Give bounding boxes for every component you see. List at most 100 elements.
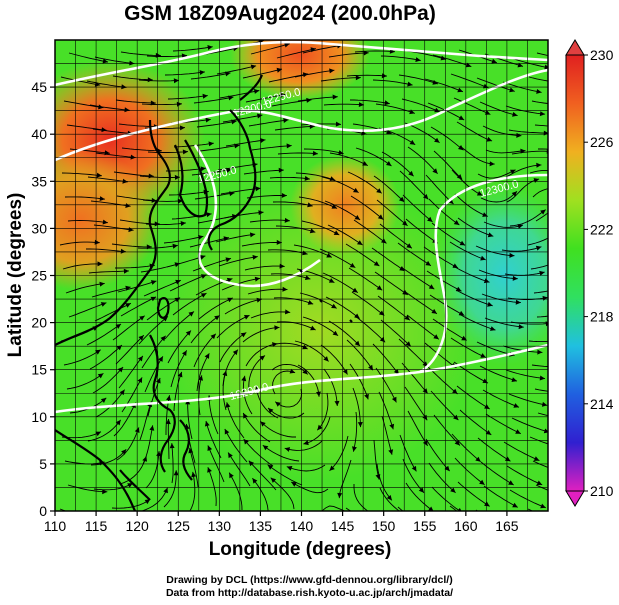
streamline-arrow: [198, 235, 204, 240]
colorbar-tick-label: 214: [590, 396, 614, 412]
streamline-arrow: [225, 402, 231, 408]
streamline: [531, 364, 548, 367]
streamline: [67, 220, 108, 224]
streamline: [193, 333, 217, 368]
streamline: [274, 125, 315, 131]
streamline-arrow: [512, 111, 518, 117]
streamline: [218, 256, 258, 267]
streamline: [375, 367, 397, 403]
coastline-path: [319, 299, 323, 303]
streamline-arrow: [258, 210, 264, 216]
streamline: [169, 274, 207, 292]
streamline: [115, 99, 156, 104]
streamline-arrow: [156, 451, 162, 457]
streamline: [320, 77, 361, 82]
streamline: [325, 296, 360, 319]
streamline: [506, 465, 543, 486]
streamline-arrow: [560, 519, 566, 524]
streamline-arrow: [508, 480, 514, 485]
streamline-arrow: [276, 239, 282, 245]
streamline: [163, 235, 204, 244]
streamline-arrow: [97, 373, 104, 379]
streamline-arrow: [177, 198, 183, 204]
y-tick-label: 45: [31, 79, 47, 95]
streamline: [457, 481, 490, 507]
streamline: [399, 170, 429, 200]
streamline: [355, 147, 392, 167]
streamline: [402, 194, 433, 223]
streamline-arrow: [204, 353, 210, 359]
streamline-arrow: [402, 290, 408, 295]
streamline-arrow: [332, 330, 339, 336]
streamline: [86, 323, 122, 346]
streamline: [533, 290, 548, 294]
streamline-arrow: [461, 335, 467, 341]
streamline: [164, 71, 205, 76]
streamline: [215, 233, 256, 243]
streamline: [95, 152, 136, 159]
streamline: [403, 290, 438, 315]
streamline: [320, 344, 348, 375]
streamline-arrow: [540, 209, 546, 215]
streamline: [404, 386, 428, 421]
streamline-arrow: [511, 377, 517, 382]
streamline-arrow: [102, 219, 108, 225]
streamline: [378, 391, 394, 430]
streamline-arrow: [207, 445, 213, 451]
x-tick-label: 130: [208, 518, 232, 534]
streamline: [453, 97, 491, 115]
streamline: [146, 55, 188, 57]
streamline-arrow: [210, 333, 216, 340]
streamline: [323, 368, 338, 407]
streamline: [267, 249, 308, 255]
contour-line: [55, 40, 548, 87]
streamline-arrow: [304, 275, 311, 280]
streamline: [61, 172, 102, 177]
streamline-arrow: [252, 254, 258, 260]
streamline: [190, 315, 220, 344]
streamline-arrow: [207, 45, 213, 50]
streamline-arrow: [453, 414, 459, 421]
streamline: [483, 221, 524, 228]
streamline-arrow: [165, 419, 171, 425]
streamline-arrow: [306, 97, 312, 103]
streamline: [298, 196, 338, 209]
streamline-arrow: [129, 60, 135, 66]
streamline-arrow: [373, 261, 380, 266]
streamline-arrow: [198, 375, 203, 381]
streamline-arrow: [188, 447, 194, 454]
streamline: [270, 477, 295, 510]
streamline: [242, 68, 283, 79]
streamline-arrow: [331, 303, 337, 309]
streamline: [428, 198, 460, 226]
streamline-arrow: [102, 58, 108, 64]
streamline: [482, 125, 522, 137]
y-tick-label: 15: [31, 362, 47, 378]
streamline: [88, 270, 129, 274]
streamline: [250, 311, 291, 319]
x-tick-label: 150: [372, 518, 396, 534]
colorbar-tick-label: 230: [590, 47, 614, 63]
streamline: [433, 150, 463, 180]
streamline-arrow: [172, 243, 178, 249]
streamline: [373, 175, 405, 203]
streamline: [221, 277, 261, 291]
streamline-arrow: [208, 141, 214, 147]
streamline: [508, 393, 548, 406]
streamline-arrow: [381, 73, 387, 79]
streamline-arrow: [260, 421, 266, 427]
streamline: [353, 219, 387, 244]
streamline-arrow: [533, 456, 540, 461]
streamline: [67, 484, 108, 493]
streamline: [271, 99, 312, 107]
streamline: [406, 50, 447, 60]
streamline-arrow: [270, 477, 277, 483]
chart-title: GSM 18Z09Aug2024 (200.0hPa): [124, 2, 436, 25]
streamline: [89, 344, 123, 370]
streamline: [531, 100, 548, 104]
streamline: [115, 264, 155, 269]
coastline-path: [55, 119, 172, 346]
streamline: [353, 484, 369, 511]
streamline: [111, 243, 152, 248]
streamline-arrow: [232, 349, 238, 356]
